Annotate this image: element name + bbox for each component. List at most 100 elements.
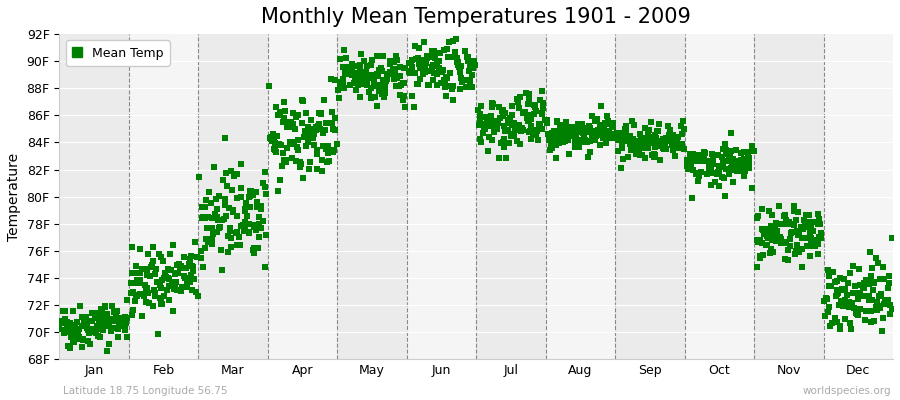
Point <box>162 296 176 303</box>
Point <box>711 152 725 158</box>
Point <box>107 309 122 316</box>
Point <box>606 124 620 131</box>
Point <box>565 133 580 140</box>
Point <box>264 134 278 140</box>
Point <box>426 76 440 83</box>
Point <box>839 300 853 306</box>
Point <box>219 213 233 219</box>
Point <box>634 137 648 143</box>
Point <box>623 140 637 146</box>
Point <box>659 134 673 141</box>
Point <box>460 77 474 83</box>
Point <box>617 126 632 132</box>
Point <box>243 204 257 210</box>
Point <box>631 144 645 151</box>
Point <box>774 221 788 228</box>
Point <box>448 49 463 55</box>
Point <box>259 231 274 238</box>
Point <box>764 226 778 232</box>
Point <box>644 119 659 125</box>
Point <box>309 124 323 130</box>
Point <box>397 93 411 100</box>
Point <box>770 228 784 234</box>
Point <box>453 66 467 73</box>
Point <box>706 154 721 160</box>
Point <box>224 244 238 250</box>
Point <box>229 229 243 236</box>
Point <box>751 213 765 219</box>
Point <box>265 138 279 144</box>
Point <box>106 324 121 331</box>
Point <box>114 318 129 324</box>
Point <box>488 125 502 132</box>
Point <box>778 239 792 246</box>
Point <box>647 144 662 150</box>
Point <box>152 294 166 301</box>
Point <box>431 58 446 65</box>
Point <box>389 83 403 89</box>
Point <box>526 131 541 138</box>
Point <box>533 122 547 128</box>
Point <box>216 177 230 183</box>
Point <box>812 216 826 223</box>
Point <box>741 159 755 166</box>
Point <box>174 262 188 269</box>
Point <box>303 159 318 165</box>
Point <box>885 306 899 312</box>
Point <box>822 273 836 280</box>
Point <box>570 127 584 133</box>
Point <box>688 171 703 178</box>
Point <box>120 315 134 321</box>
Point <box>619 123 634 130</box>
Point <box>368 83 382 89</box>
Point <box>348 62 363 69</box>
Point <box>304 128 319 134</box>
Point <box>126 289 140 295</box>
Point <box>626 136 641 143</box>
Point <box>545 130 560 136</box>
Point <box>701 170 716 176</box>
Point <box>862 280 877 287</box>
Point <box>152 282 166 288</box>
Point <box>781 218 796 225</box>
Point <box>289 158 303 165</box>
Point <box>856 293 870 299</box>
Point <box>226 206 240 213</box>
Point <box>877 276 891 282</box>
Bar <box>616 34 685 359</box>
Point <box>824 283 838 289</box>
Point <box>63 345 77 351</box>
Point <box>128 280 142 286</box>
Point <box>310 147 324 153</box>
Point <box>774 236 788 243</box>
Point <box>544 142 558 148</box>
Point <box>810 211 824 217</box>
Point <box>252 234 266 240</box>
Point <box>740 149 754 156</box>
Point <box>729 147 743 153</box>
Point <box>868 304 883 310</box>
Point <box>541 131 555 138</box>
Point <box>536 110 550 116</box>
Point <box>102 318 116 325</box>
Point <box>141 290 156 296</box>
Point <box>167 271 182 278</box>
Point <box>663 134 678 140</box>
Point <box>535 88 549 94</box>
Point <box>233 161 248 168</box>
Point <box>791 249 806 255</box>
Point <box>639 139 653 145</box>
Point <box>756 227 770 234</box>
Point <box>279 157 293 163</box>
Point <box>376 53 391 59</box>
Point <box>85 310 99 316</box>
Point <box>496 138 510 145</box>
Point <box>472 115 487 122</box>
Point <box>539 117 554 124</box>
Point <box>148 271 162 278</box>
Point <box>859 308 873 314</box>
Point <box>646 138 661 144</box>
Point <box>870 307 885 313</box>
Point <box>712 163 726 169</box>
Point <box>158 269 172 276</box>
